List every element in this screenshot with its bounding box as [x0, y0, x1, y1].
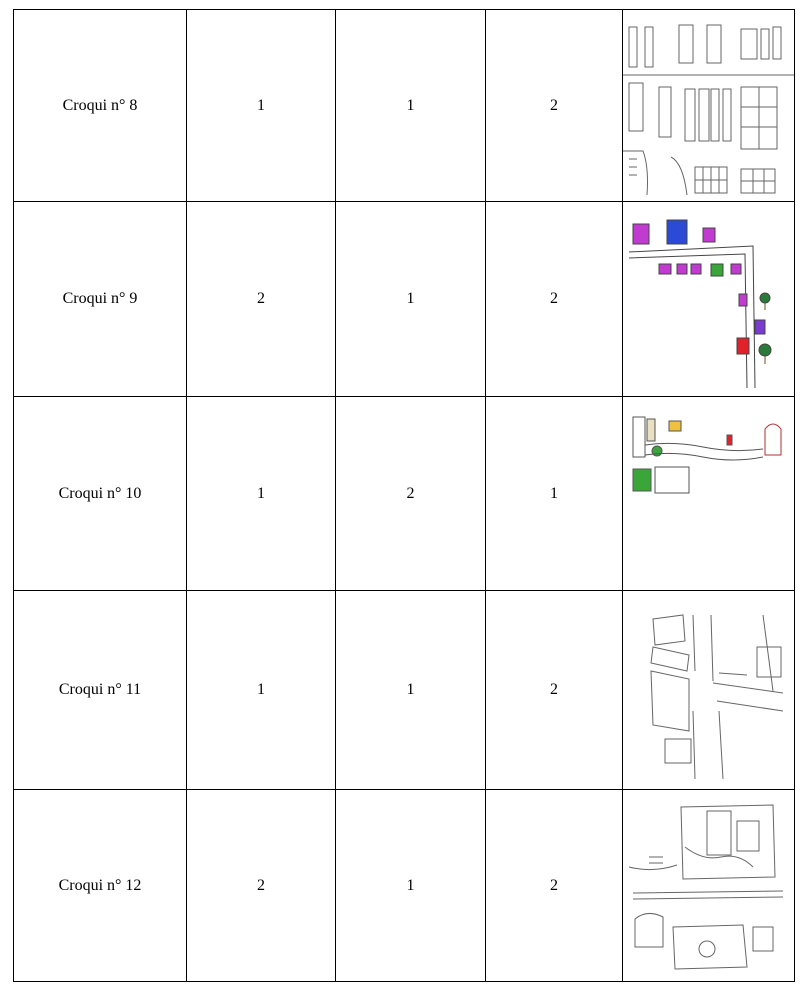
table-row: Croqui n° 11 1 1 2 [13, 590, 795, 790]
street-grid-sketch [623, 17, 794, 195]
score-cell: 1 [335, 201, 486, 397]
score-cell: 1 [485, 396, 623, 591]
score-cell: 2 [335, 396, 486, 591]
score-cell: 1 [335, 590, 486, 790]
score-cell: 1 [186, 590, 336, 790]
score-cell: 2 [485, 590, 623, 790]
row-label: Croqui n° 12 [13, 789, 187, 982]
table-row: Croqui n° 9 2 1 2 [13, 201, 795, 397]
table-row: Croqui n° 10 1 2 1 [13, 396, 795, 591]
score-cell: 1 [335, 789, 486, 982]
score-cell: 2 [186, 789, 336, 982]
row-label: Croqui n° 10 [13, 396, 187, 591]
table-row: Croqui n° 12 2 1 2 [13, 789, 795, 982]
intersection-sketch [623, 601, 794, 779]
row-label: Croqui n° 9 [13, 201, 187, 397]
score-cell: 1 [335, 9, 486, 202]
row-label: Croqui n° 8 [13, 9, 187, 202]
score-cell: 1 [186, 9, 336, 202]
score-cell: 1 [186, 396, 336, 591]
score-cell: 2 [485, 201, 623, 397]
score-cell: 2 [485, 789, 623, 982]
score-cell: 2 [485, 9, 623, 202]
score-cell: 2 [186, 201, 336, 397]
evaluation-table: Croqui n° 8 1 1 2 [13, 9, 795, 982]
table-row: Croqui n° 8 1 1 2 [13, 9, 795, 202]
square-with-monuments-sketch [623, 797, 794, 975]
colored-buildings-sketch [623, 210, 794, 388]
row-label: Croqui n° 11 [13, 590, 187, 790]
winding-street-sketch [623, 405, 794, 583]
